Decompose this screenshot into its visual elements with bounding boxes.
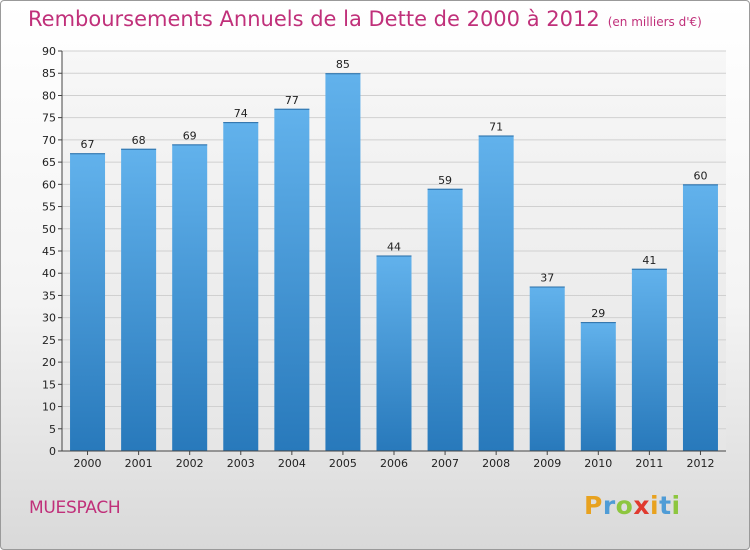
- chart-title-block: Remboursements Annuels de la Dette de 20…: [28, 7, 702, 31]
- logo-letter: i: [671, 491, 681, 520]
- y-tick-label: 75: [42, 112, 56, 125]
- data-label-2010: 29: [591, 307, 605, 320]
- y-tick-label: 10: [42, 401, 56, 414]
- x-tick-label-2007: 2007: [431, 457, 459, 470]
- logo-letter: x: [633, 491, 650, 520]
- bar-2000: [70, 153, 106, 451]
- y-tick-label: 0: [49, 445, 56, 458]
- bar-2007: [427, 188, 463, 451]
- y-tick-label: 30: [42, 312, 56, 325]
- proxiti-logo: Proxiti: [584, 491, 681, 520]
- y-tick-label: 40: [42, 267, 56, 280]
- bar-2005: [325, 73, 361, 451]
- y-tick-label: 5: [49, 423, 56, 436]
- y-tick-label: 85: [42, 67, 56, 80]
- x-tick-label-2006: 2006: [380, 457, 408, 470]
- bar-2002: [172, 144, 208, 452]
- x-tick-label-2000: 2000: [74, 457, 102, 470]
- logo-letter: t: [659, 491, 672, 520]
- data-label-2001: 68: [132, 134, 146, 147]
- data-label-2002: 69: [183, 129, 197, 142]
- x-tick-label-2003: 2003: [227, 457, 255, 470]
- y-tick-label: 90: [42, 45, 56, 58]
- x-tick-label-2009: 2009: [533, 457, 561, 470]
- data-label-2004: 77: [285, 94, 299, 107]
- chart-unit: (en milliers d'€): [607, 15, 702, 29]
- y-axis: 0 5 10 15 20 25 30 35 40 45 50 55 60 65 70 75 80 85 90: [42, 45, 63, 458]
- data-label-2007: 59: [438, 174, 452, 187]
- x-tick-label-2005: 2005: [329, 457, 357, 470]
- data-label-2012: 60: [693, 169, 707, 182]
- y-tick-label: 45: [42, 245, 56, 258]
- y-tick-label: 55: [42, 201, 56, 214]
- bar-2011: [631, 268, 667, 451]
- data-label-2008: 71: [489, 120, 503, 133]
- data-label-2006: 44: [387, 240, 401, 253]
- bars: 67 68 69 74 77 85 44 59 71 37 29 41 60: [70, 58, 718, 452]
- logo-letter: o: [615, 491, 634, 520]
- chart-title: Remboursements Annuels de la Dette de 20…: [28, 7, 600, 31]
- y-tick-label: 70: [42, 134, 56, 147]
- data-label-2003: 74: [234, 107, 248, 120]
- y-tick-label: 50: [42, 223, 56, 236]
- y-tick-label: 20: [42, 356, 56, 369]
- data-label-2009: 37: [540, 272, 554, 285]
- x-tick-label-2008: 2008: [482, 457, 510, 470]
- x-tick-label-2010: 2010: [584, 457, 612, 470]
- bar-2003: [223, 122, 259, 451]
- x-tick-label-2001: 2001: [125, 457, 153, 470]
- data-label-2000: 67: [81, 138, 95, 151]
- x-tick-label-2004: 2004: [278, 457, 306, 470]
- logo-letter: P: [584, 491, 603, 520]
- y-tick-label: 35: [42, 289, 56, 302]
- bar-2006: [376, 255, 412, 451]
- x-tick-label-2012: 2012: [686, 457, 714, 470]
- bar-2008: [478, 135, 514, 451]
- data-label-2011: 41: [642, 254, 656, 267]
- y-tick-label: 65: [42, 156, 56, 169]
- bar-2010: [580, 322, 616, 451]
- logo-letter: i: [650, 491, 660, 520]
- bar-2001: [121, 148, 157, 451]
- y-tick-label: 25: [42, 334, 56, 347]
- x-tick-label-2011: 2011: [635, 457, 663, 470]
- y-tick-label: 80: [42, 89, 56, 102]
- y-tick-label: 60: [42, 178, 56, 191]
- x-axis: 2000 2001 2002 2003 2004 2005 2006 2007 2008 2009…: [62, 450, 726, 470]
- bar-2012: [682, 184, 718, 452]
- bar-2004: [274, 108, 310, 452]
- commune-name: MUESPACH: [29, 498, 121, 518]
- bar-2009: [529, 286, 565, 451]
- y-tick-label: 15: [42, 378, 56, 391]
- x-tick-label-2002: 2002: [176, 457, 204, 470]
- data-label-2005: 85: [336, 58, 350, 71]
- logo-letter: r: [602, 491, 616, 520]
